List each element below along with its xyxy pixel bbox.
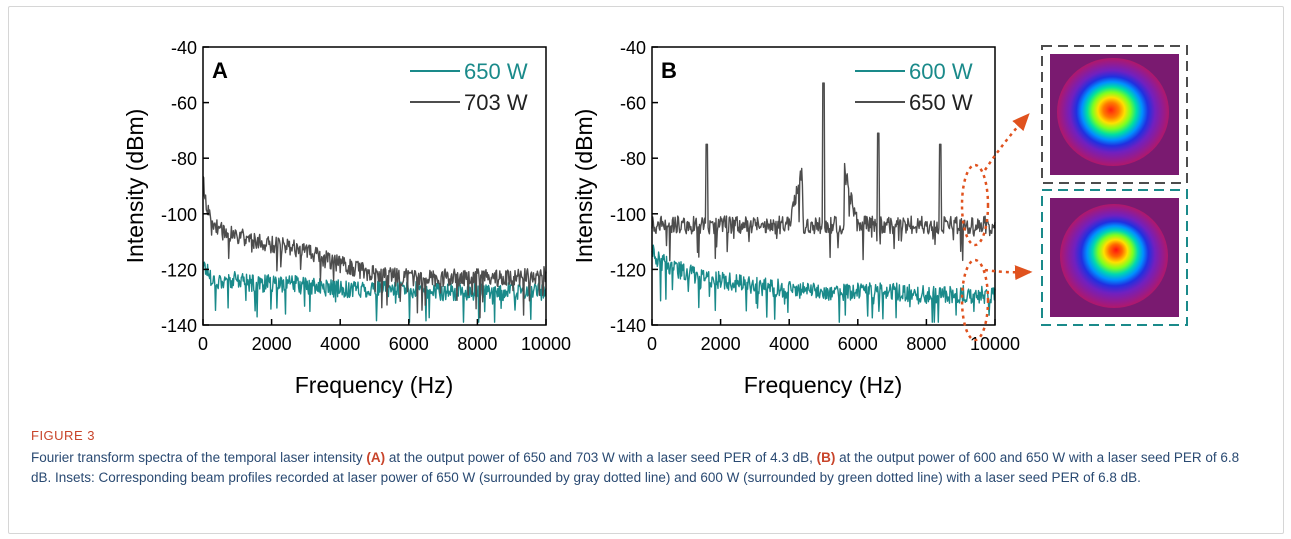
annotation-arrow-top: [983, 113, 1030, 171]
panel-b-label: B: [661, 58, 677, 83]
panel-a-xtick-label: 8000: [457, 334, 497, 354]
panel-a-ylabel: Intensity (dBm): [122, 109, 148, 264]
panel-a-axes-frame: [202, 46, 547, 326]
panel-b-legend: 600 W 650 W: [855, 59, 973, 115]
panel-b-series-line-650w: [651, 82, 996, 262]
panel-a-ytick-label: -60: [171, 94, 197, 114]
panel-a-xtick-label: 10000: [521, 334, 571, 354]
caption-text: at the output power of 600 and 650 W wit…: [31, 450, 1240, 485]
panel-b-ytick-label: -60: [620, 94, 646, 114]
inset-650w-beam-spot: [1057, 58, 1169, 166]
panel-b-xtick-label: 2000: [701, 334, 741, 354]
inset-650w-frame: [1041, 45, 1188, 184]
panel-a-ytick-label: -120: [161, 260, 197, 280]
caption-text: Fourier transform spectra of the tempora…: [31, 450, 367, 465]
panel-a-label: A: [212, 58, 228, 83]
legend-label-650w-b: 650 W: [909, 90, 973, 115]
panel-b-xtick-label: 0: [647, 334, 657, 354]
panel-a-xtick-label: 6000: [389, 334, 429, 354]
panel-b-ytick-label: -140: [610, 316, 646, 336]
legend-label-650w-a: 650 W: [464, 59, 528, 84]
panel-b-xtick-label: 4000: [769, 334, 809, 354]
figure-frame: [8, 6, 1284, 534]
panel-a-ytick-label: -140: [161, 316, 197, 336]
panel-b-ylabel: Intensity (dBm): [571, 109, 597, 264]
panel-b-xtick-label: 8000: [906, 334, 946, 354]
panel-b-series-line-600w: [651, 244, 996, 323]
panel-b-ytick-label: -120: [610, 260, 646, 280]
inset-600w-frame: [1041, 189, 1188, 326]
inset-600w-beam: [1041, 189, 1188, 326]
annotation-arrow-bottom: [984, 265, 1033, 281]
panel-a: 0 2000 4000 6000 8000 10000 -40 -60 -80 -100 -120 -…: [122, 38, 571, 398]
panel-a-ytick-label: -80: [171, 149, 197, 169]
panel-a-legend: 650 W 703 W: [410, 59, 528, 115]
panel-a-series: [202, 176, 547, 323]
panel-a-xlabel: Frequency (Hz): [295, 372, 453, 398]
panel-a-series-line-650w: [202, 261, 547, 323]
panel-b: 0 2000 4000 6000 8000 10000 -40 -60 -80 -100 -120 -…: [571, 38, 1033, 398]
panel-a-xtick-label: 0: [198, 334, 208, 354]
annotation-oval-650w: [960, 163, 990, 247]
figure-plots: 0 2000 4000 6000 8000 10000 -40 -60 -80 -100 -120 -…: [122, 38, 1188, 398]
panel-b-ticks: 0 2000 4000 6000 8000 10000 -40 -60 -80 -100 -120 -…: [610, 38, 1020, 354]
panel-b-ytick-label: -80: [620, 149, 646, 169]
figure-caption: Fourier transform spectra of the tempora…: [31, 448, 1261, 488]
panel-b-xtick-label: 6000: [838, 334, 878, 354]
panel-b-axes-frame: [651, 46, 996, 326]
legend-label-600w: 600 W: [909, 59, 973, 84]
panel-a-xtick-label: 4000: [320, 334, 360, 354]
panel-b-ytick-label: -40: [620, 38, 646, 58]
panel-b-xlabel: Frequency (Hz): [744, 372, 902, 398]
panel-b-series: [651, 82, 996, 323]
panel-a-ticks: 0 2000 4000 6000 8000 10000 -40 -60 -80 -100 -120 -…: [161, 38, 571, 354]
panel-a-ytick-label: -100: [161, 205, 197, 225]
legend-label-703w: 703 W: [464, 90, 528, 115]
panel-a-xtick-label: 2000: [252, 334, 292, 354]
panel-a-series-line-703w: [202, 176, 547, 319]
panel-a-ytick-label: -40: [171, 38, 197, 58]
caption-panel-ref: (B): [816, 450, 836, 465]
panel-b-ytick-label: -100: [610, 205, 646, 225]
caption-panel-ref: (A): [366, 450, 386, 465]
panel-b-xtick-label: 10000: [970, 334, 1020, 354]
annotation-oval-600w: [960, 258, 990, 342]
figure-label: FIGURE 3: [31, 428, 95, 443]
caption-text: at the output power of 650 and 703 W wit…: [385, 450, 817, 465]
inset-650w-beam: [1041, 45, 1188, 184]
inset-600w-beam-spot: [1060, 204, 1168, 308]
